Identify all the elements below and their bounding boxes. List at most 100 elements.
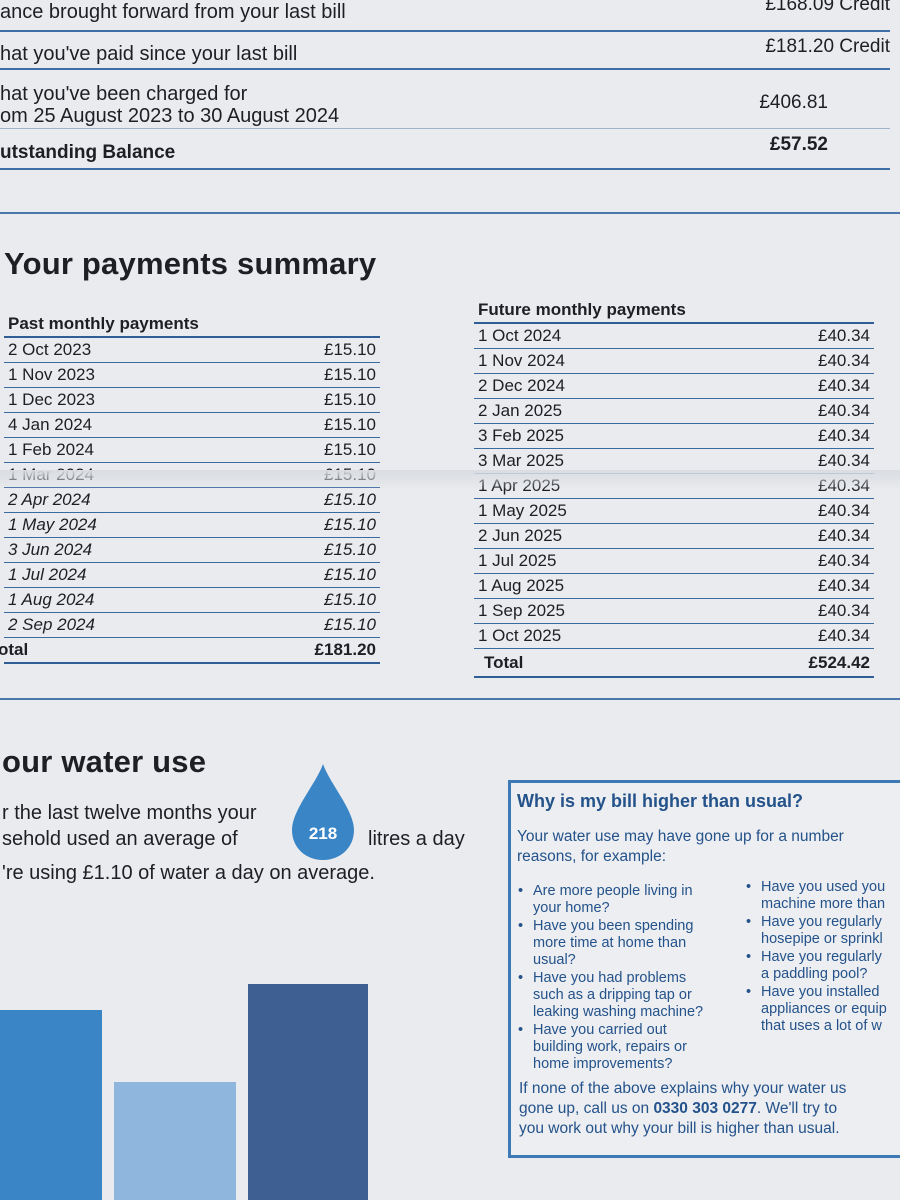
divider <box>0 168 890 170</box>
reason-line: more time at home than <box>533 935 687 951</box>
payment-row: 2 Sep 2024 £15.10 <box>4 613 380 638</box>
usage-bar-2 <box>114 1082 236 1200</box>
reason-line: machine more than <box>761 896 886 912</box>
average-litres-value: 218 <box>308 824 338 843</box>
reason-line: hosepipe or sprinkl <box>761 931 883 947</box>
payment-amount: £40.34 <box>818 426 870 445</box>
payment-amount: £40.34 <box>818 526 870 545</box>
reason-line: Have you regularly <box>761 949 882 965</box>
payment-amount: £15.10 <box>324 490 376 509</box>
usage-bar-1 <box>0 1010 102 1200</box>
reason-line: a paddling pool? <box>761 966 868 982</box>
payment-amount: £40.34 <box>818 576 870 595</box>
past-payments-table: Past monthly payments 2 Oct 2023 £15.10 1 … <box>0 312 380 664</box>
divider <box>0 68 890 70</box>
paid-label: hat you've paid since your last bill <box>0 43 298 65</box>
litres-a-day-label: litres a day <box>368 828 465 850</box>
payment-date: 1 Feb 2024 <box>8 440 95 459</box>
payment-date: 2 Dec 2024 <box>478 376 565 395</box>
phone-number[interactable]: 0330 303 0277 <box>653 1100 757 1117</box>
divider <box>0 30 890 32</box>
info-intro: Your water use may have gone up for a nu… <box>517 827 844 867</box>
why-higher-info-box: Why is my bill higher than usual? Your w… <box>508 780 900 1158</box>
info-footer-line-1: If none of the above explains why your w… <box>519 1080 847 1097</box>
payment-date: 4 Jan 2024 <box>8 415 93 434</box>
payment-row: 1 May 2024 £15.10 <box>4 513 380 538</box>
past-total-row: otal £181.20 <box>0 638 380 664</box>
water-line-1: r the last twelve months your <box>2 802 257 824</box>
paper-fold <box>0 470 900 490</box>
payment-date: 2 Jan 2025 <box>478 401 563 420</box>
info-footer-line-3: you work out why your bill is higher tha… <box>519 1120 840 1137</box>
future-payments-table: Future monthly payments 1 Oct 2024 £40.34… <box>474 298 874 678</box>
outstanding-label: utstanding Balance <box>0 142 176 163</box>
payment-amount: £40.34 <box>818 551 870 570</box>
info-intro-line-1: Your water use may have gone up for a nu… <box>517 828 844 845</box>
payment-date: 3 Jun 2024 <box>8 540 93 559</box>
payment-row: 1 Jul 2024 £15.10 <box>4 563 380 588</box>
payment-row: 1 Nov 2023 £15.10 <box>4 363 380 388</box>
payment-amount: £40.34 <box>818 351 870 370</box>
water-line-3: 're using £1.10 of water a day on averag… <box>2 862 375 884</box>
payment-date: 1 Jul 2025 <box>478 551 557 570</box>
reason-line: Are more people living in <box>533 883 693 899</box>
water-line-2: sehold used an average of <box>2 828 238 850</box>
charged-period: om 25 August 2023 to 30 August 2024 <box>0 105 340 127</box>
charged-amount: £406.81 <box>759 92 828 113</box>
payment-row: 2 Dec 2024 £40.34 <box>474 374 874 399</box>
payment-amount: £15.10 <box>324 390 376 409</box>
payment-date: 3 Mar 2025 <box>478 451 564 470</box>
balance-brought-forward-row: ance brought forward from your last bill… <box>0 0 890 26</box>
reason-line: your home? <box>533 900 610 916</box>
info-box-title: Why is my bill higher than usual? <box>517 791 804 811</box>
paid-amount: £181.20 Credit <box>765 36 890 57</box>
payment-row: 1 Feb 2024 £15.10 <box>4 438 380 463</box>
payment-amount: £15.10 <box>324 365 376 384</box>
payment-date: 1 Dec 2023 <box>8 390 95 409</box>
reason-line: home improvements? <box>533 1056 673 1072</box>
payment-row: 1 Aug 2025 £40.34 <box>474 574 874 599</box>
payment-amount: £40.34 <box>818 626 870 645</box>
reason-line: that uses a lot of w <box>761 1018 882 1034</box>
usage-bar-3 <box>248 984 368 1200</box>
paid-since-last-bill-row: hat you've paid since your last bill £18… <box>0 36 890 68</box>
payment-row: 3 Jun 2024 £15.10 <box>4 538 380 563</box>
section-divider <box>0 698 900 700</box>
past-payments-heading: Past monthly payments <box>4 312 380 338</box>
divider <box>0 128 890 129</box>
payment-date: 2 Jun 2025 <box>478 526 563 545</box>
payment-row: 2 Jan 2025 £40.34 <box>474 399 874 424</box>
payment-row: 2 Oct 2023 £15.10 <box>4 338 380 363</box>
future-payments-heading: Future monthly payments <box>474 298 874 324</box>
payment-date: 1 Nov 2024 <box>478 351 565 370</box>
payment-row: 1 Jul 2025 £40.34 <box>474 549 874 574</box>
future-total-label: Total <box>484 653 524 672</box>
reason-line: appliances or equip <box>761 1001 887 1017</box>
reason-line: usual? <box>533 952 576 968</box>
payment-date: 2 Oct 2023 <box>8 340 92 359</box>
payment-row: 1 Aug 2024 £15.10 <box>4 588 380 613</box>
payment-date: 2 Apr 2024 <box>8 490 91 509</box>
past-total-label: otal <box>0 640 29 659</box>
payments-summary-title: Your payments summary <box>4 246 377 281</box>
reason-line: building work, repairs or <box>533 1039 687 1055</box>
payment-date: 1 Oct 2025 <box>478 626 562 645</box>
outstanding-amount: £57.52 <box>769 134 828 155</box>
payment-row: 1 Dec 2023 £15.10 <box>4 388 380 413</box>
payment-date: 2 Sep 2024 <box>8 615 95 634</box>
payment-row: 1 Oct 2024 £40.34 <box>474 324 874 349</box>
payment-row: 1 Nov 2024 £40.34 <box>474 349 874 374</box>
reason-line: Have you regularly <box>761 914 882 930</box>
payment-amount: £40.34 <box>818 601 870 620</box>
payment-amount: £40.34 <box>818 501 870 520</box>
reason-line: Have you installed <box>761 984 880 1000</box>
water-drop-icon <box>292 764 354 860</box>
